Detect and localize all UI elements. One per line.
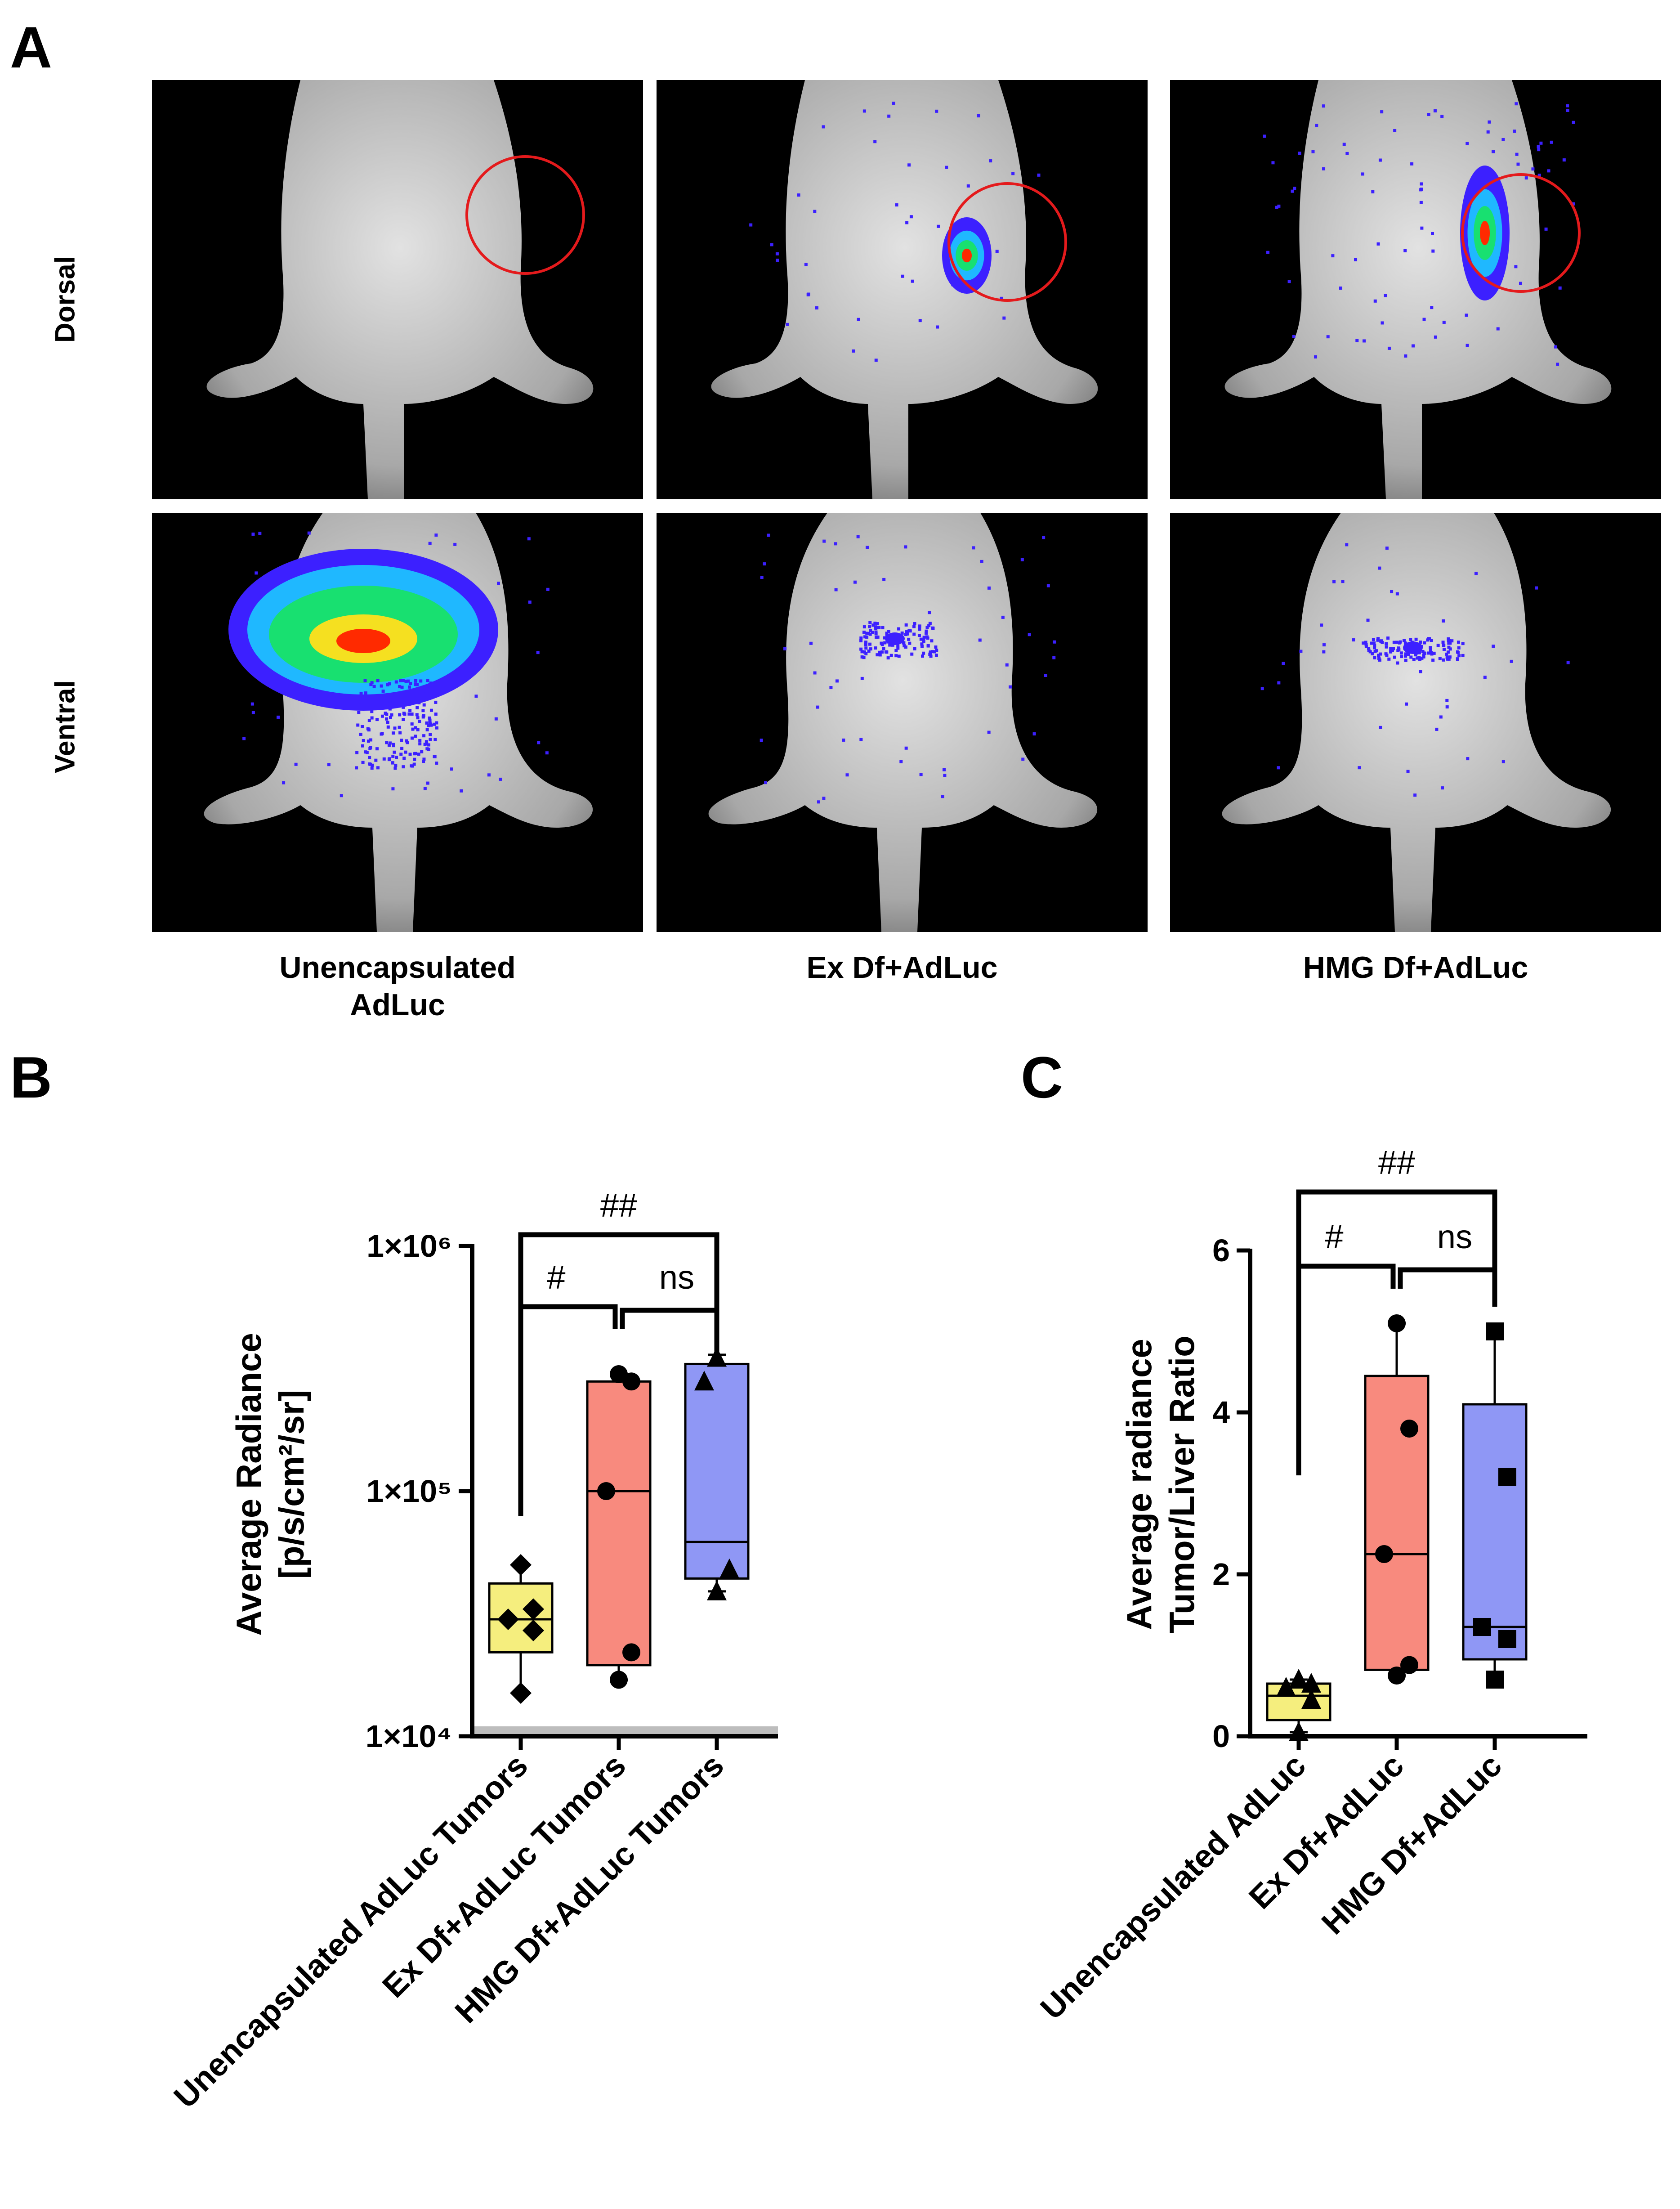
chart-c-point-1-3 <box>1400 1420 1418 1438</box>
chart-b-x-category-label-0: Unencapsulated AdLuc Tumors <box>167 1747 535 2115</box>
chart-c-box-0 <box>1266 1682 1331 1721</box>
chart-c-x-category-label-1: Ex Df+AdLuc <box>1242 1747 1411 1916</box>
chart-b-sig-label-2: ## <box>600 1187 637 1224</box>
mouse-body <box>708 513 1098 932</box>
chart-c-point-1-1 <box>1400 1656 1418 1674</box>
chart-b-x-category-label-1: Ex Df+AdLuc Tumors <box>375 1747 633 2005</box>
column-label-ex-df: Ex Df+AdLuc <box>700 949 1104 986</box>
chart-b-y-tick-label-1: 1×10⁵ <box>366 1474 452 1509</box>
mouse-body <box>206 80 594 499</box>
chart-c-point-2-4 <box>1486 1322 1504 1340</box>
chart-c-y-tick-label-3: 6 <box>1212 1233 1230 1268</box>
panel-c-letter: C <box>1021 1044 1063 1110</box>
chart-b-point-0-3 <box>523 1598 544 1620</box>
chart-c-point-0-3 <box>1301 1673 1321 1693</box>
column-label-unencapsulated-line-1: Unencapsulated <box>279 950 516 985</box>
chart-b-point-0-2 <box>497 1608 519 1630</box>
chart-c-y-tick-label-1: 2 <box>1212 1557 1230 1592</box>
chart-b-point-0-4 <box>510 1554 532 1576</box>
chart-b-point-1-2 <box>597 1482 615 1500</box>
chart-b-point-1-3 <box>622 1372 640 1391</box>
tumor-roi-circle <box>1461 173 1581 293</box>
bioluminescence-image-unencapsulated-ventral <box>152 513 643 932</box>
chart-c-point-0-4 <box>1289 1669 1309 1689</box>
chart-b-point-0-0 <box>510 1682 532 1704</box>
chart-b-point-1-1 <box>622 1643 640 1662</box>
chart-c-point-1-2 <box>1375 1545 1393 1563</box>
signal-blob-core <box>885 632 905 645</box>
chart-c-sig-label-1: ns <box>1437 1218 1472 1255</box>
column-label-hmg-df: HMG Df+AdLuc <box>1213 949 1618 986</box>
chart-c-sig-label-0: # <box>1325 1218 1343 1255</box>
bioluminescence-image-ex-df-dorsal <box>657 80 1148 499</box>
chart-c-point-1-4 <box>1388 1314 1406 1332</box>
signal-blob-core <box>1403 641 1423 654</box>
chart-c-point-0-2 <box>1276 1677 1296 1697</box>
chart-b-point-1-4 <box>610 1365 628 1383</box>
chart-b-bracket-0 <box>518 1304 618 1516</box>
chart-c-x-category-label-2: HMG Df+AdLuc <box>1315 1747 1509 1941</box>
mouse-body <box>1224 80 1612 499</box>
chart-b-y-tick-label-0: 1×10⁴ <box>366 1719 452 1754</box>
chart-b-y-tick-label-2: 1×10⁶ <box>366 1228 452 1264</box>
chart-c-x-category-label-0: Unencapsulated AdLuc <box>1034 1747 1313 2026</box>
bioluminescence-image-hmg-df-ventral <box>1170 513 1661 932</box>
chart-c-point-1-0 <box>1388 1667 1406 1685</box>
panel-b-letter: B <box>10 1044 52 1110</box>
bioluminescence-image-hmg-df-dorsal <box>1170 80 1661 499</box>
chart-b-bracket-2 <box>518 1232 719 1310</box>
chart-c-y-axis-label: Average radianceTumor/Liver Ratio <box>1119 1335 1202 1633</box>
chart-b-x-category-label-2: HMG Df+AdLuc Tumors <box>448 1747 731 2030</box>
chart-c-y-tick-label-0: 0 <box>1212 1719 1230 1754</box>
panel-a-letter: A <box>10 14 52 80</box>
tumor-roi-circle <box>465 155 585 275</box>
chart-b-box-0 <box>488 1582 554 1653</box>
chart-c-bracket-0 <box>1296 1264 1396 1475</box>
column-label-unencapsulated-line-2: AdLuc <box>350 987 445 1022</box>
bioluminescence-image-unencapsulated-dorsal <box>152 80 643 499</box>
chart-b-baseline-band <box>472 1726 778 1736</box>
chart-c-point-0-1 <box>1301 1689 1321 1709</box>
chart-c-point-0-0 <box>1289 1721 1309 1741</box>
bioluminescence-image-ex-df-ventral <box>657 513 1148 932</box>
column-label-hmg-df-line-1: HMG Df+AdLuc <box>1303 950 1528 985</box>
chart-b-point-2-2 <box>694 1371 714 1391</box>
chart-b-box-1 <box>586 1380 652 1667</box>
mouse-body <box>1222 513 1611 932</box>
chart-b-sig-label-0: # <box>547 1259 565 1296</box>
chart-b-box-2 <box>684 1362 750 1580</box>
row-label-dorsal: Dorsal <box>49 256 81 343</box>
chart-c-box-2 <box>1462 1403 1528 1661</box>
chart-b-point-1-0 <box>610 1671 628 1689</box>
chart-c-y-tick-label-2: 4 <box>1212 1395 1230 1430</box>
chart-c-point-2-1 <box>1498 1630 1516 1648</box>
chart-c-point-2-0 <box>1486 1671 1504 1689</box>
chart-b-bracket-1 <box>620 1308 719 1354</box>
chart-c-bracket-2 <box>1296 1189 1497 1270</box>
chart-c-sig-label-2: ## <box>1378 1144 1415 1181</box>
row-label-ventral: Ventral <box>49 680 81 773</box>
chart-b-point-2-0 <box>707 1580 727 1600</box>
column-label-unencapsulated: Unencapsulated AdLuc <box>195 949 600 1024</box>
chart-b-y-axis-label: Average Radiance[p/s/cm²/sr] <box>229 1333 311 1635</box>
chart-b-sig-label-1: ns <box>659 1259 694 1296</box>
chart-b-point-2-3 <box>707 1347 727 1367</box>
chart-c-bracket-1 <box>1398 1267 1497 1307</box>
chart-c-point-2-3 <box>1498 1468 1516 1486</box>
chart-b-point-0-1 <box>523 1619 544 1641</box>
tumor-roi-circle <box>947 182 1067 302</box>
column-label-ex-df-line-1: Ex Df+AdLuc <box>806 950 998 985</box>
chart-c-box-1 <box>1364 1375 1430 1671</box>
chart-b-point-2-1 <box>719 1558 739 1578</box>
chart-c-point-2-2 <box>1473 1618 1491 1636</box>
